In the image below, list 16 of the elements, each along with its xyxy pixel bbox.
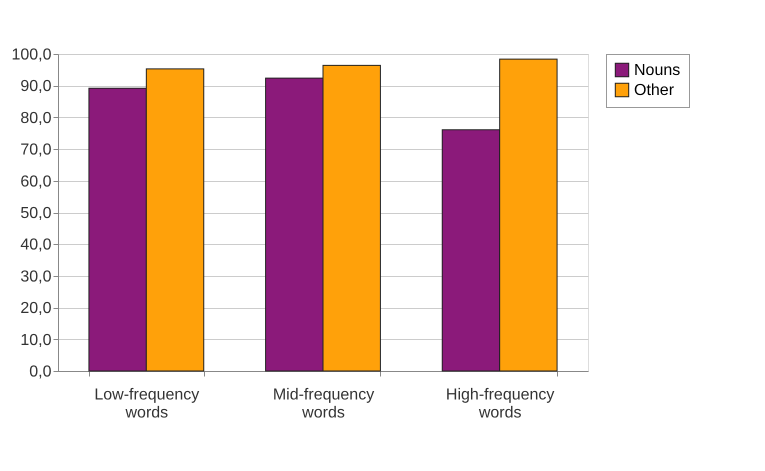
y-tick-label: 0,0: [29, 364, 52, 380]
y-tick-label: 70,0: [20, 142, 52, 159]
y-tick-label: 10,0: [20, 332, 52, 349]
x-tick-label: High-frequency words: [446, 386, 554, 422]
legend-label: Nouns: [634, 62, 680, 79]
legend-label: Other: [634, 82, 675, 99]
x-tick-label: Low-frequency words: [94, 386, 200, 422]
y-tick-label: 100,0: [11, 46, 52, 64]
y-tick-label: 40,0: [20, 236, 52, 254]
y-tick-label: 80,0: [20, 110, 52, 127]
y-tick-label: 60,0: [20, 173, 52, 190]
y-tick-label: 20,0: [20, 300, 52, 318]
x-tick-label: Mid-frequency words: [272, 386, 374, 422]
y-tick-label: 90,0: [20, 78, 52, 96]
y-tick-label: 50,0: [20, 205, 52, 222]
y-tick-label: 30,0: [20, 268, 52, 286]
